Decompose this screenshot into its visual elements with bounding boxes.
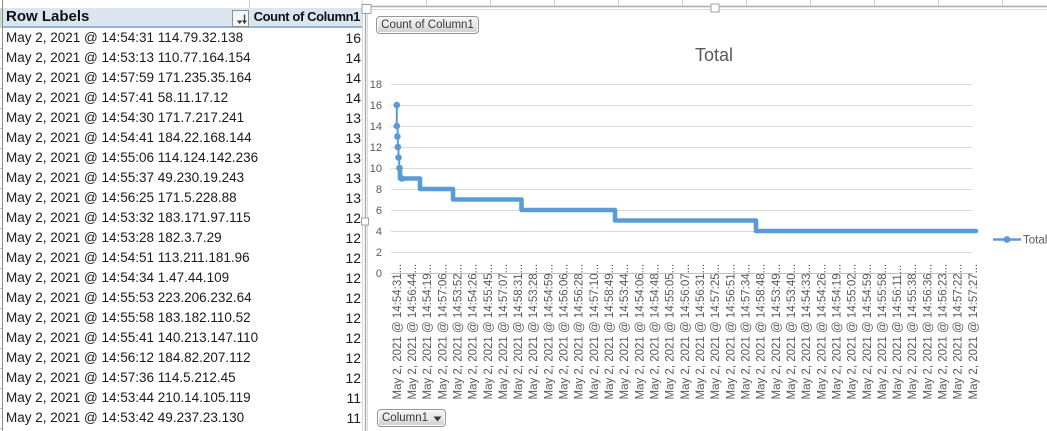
svg-text:May 2, 2021 @ 14:55:38...: May 2, 2021 @ 14:55:38... (907, 264, 919, 400)
svg-text:6: 6 (376, 205, 382, 217)
svg-text:May 2, 2021 @ 14:54:06...: May 2, 2021 @ 14:54:06... (634, 264, 646, 400)
svg-text:May 2, 2021 @ 14:56:28...: May 2, 2021 @ 14:56:28... (574, 264, 586, 400)
svg-text:16: 16 (370, 100, 382, 112)
svg-text:May 2, 2021 @ 14:54:59...: May 2, 2021 @ 14:54:59... (862, 264, 874, 400)
svg-text:May 2, 2021 @ 14:57:34...: May 2, 2021 @ 14:57:34... (741, 264, 753, 400)
svg-text:May 2, 2021 @ 14:57:07...: May 2, 2021 @ 14:57:07... (498, 264, 510, 400)
svg-text:May 2, 2021 @ 14:56:06...: May 2, 2021 @ 14:56:06... (559, 264, 571, 400)
svg-text:12: 12 (370, 142, 382, 154)
svg-text:May 2, 2021 @ 14:56:31...: May 2, 2021 @ 14:56:31... (695, 264, 707, 400)
svg-text:May 2, 2021 @ 14:54:26...: May 2, 2021 @ 14:54:26... (468, 264, 480, 400)
svg-text:Total: Total (1023, 235, 1047, 247)
svg-text:May 2, 2021 @ 14:53:52...: May 2, 2021 @ 14:53:52... (452, 264, 464, 400)
svg-text:Total: Total (695, 45, 733, 65)
svg-text:May 2, 2021 @ 14:54:26...: May 2, 2021 @ 14:54:26... (816, 264, 828, 400)
svg-text:May 2, 2021 @ 14:57:06...: May 2, 2021 @ 14:57:06... (437, 264, 449, 400)
svg-text:May 2, 2021 @ 14:56:07...: May 2, 2021 @ 14:56:07... (680, 264, 692, 400)
svg-text:May 2, 2021 @ 14:55:02...: May 2, 2021 @ 14:55:02... (847, 264, 859, 400)
svg-text:May 2, 2021 @ 14:56:23...: May 2, 2021 @ 14:56:23... (938, 264, 950, 400)
svg-text:14: 14 (370, 121, 382, 133)
svg-text:May 2, 2021 @ 14:53:40...: May 2, 2021 @ 14:53:40... (786, 264, 798, 400)
svg-text:18: 18 (370, 79, 382, 91)
svg-text:May 2, 2021 @ 14:57:10...: May 2, 2021 @ 14:57:10... (589, 264, 601, 400)
svg-text:May 2, 2021 @ 14:58:48...: May 2, 2021 @ 14:58:48... (756, 264, 768, 400)
svg-text:May 2, 2021 @ 14:54:31...: May 2, 2021 @ 14:54:31... (392, 264, 404, 400)
svg-text:May 2, 2021 @ 14:54:19...: May 2, 2021 @ 14:54:19... (831, 264, 843, 400)
svg-text:May 2, 2021 @ 14:58:31...: May 2, 2021 @ 14:58:31... (513, 264, 525, 400)
svg-text:May 2, 2021 @ 14:57:22...: May 2, 2021 @ 14:57:22... (953, 264, 965, 400)
svg-text:May 2, 2021 @ 14:54:33...: May 2, 2021 @ 14:54:33... (801, 264, 813, 400)
svg-text:May 2, 2021 @ 14:53:44...: May 2, 2021 @ 14:53:44... (619, 264, 631, 400)
svg-text:May 2, 2021 @ 14:55:05...: May 2, 2021 @ 14:55:05... (665, 264, 677, 400)
svg-text:0: 0 (376, 268, 382, 280)
svg-text:May 2, 2021 @ 14:54:59...: May 2, 2021 @ 14:54:59... (543, 264, 555, 400)
svg-text:May 2, 2021 @ 14:57:27...: May 2, 2021 @ 14:57:27... (968, 264, 980, 400)
svg-text:May 2, 2021 @ 14:55:58...: May 2, 2021 @ 14:55:58... (877, 264, 889, 400)
svg-text:May 2, 2021 @ 14:55:45...: May 2, 2021 @ 14:55:45... (483, 264, 495, 400)
svg-text:4: 4 (376, 226, 382, 238)
svg-text:May 2, 2021 @ 14:56:44...: May 2, 2021 @ 14:56:44... (407, 264, 419, 400)
svg-text:May 2, 2021 @ 14:53:28...: May 2, 2021 @ 14:53:28... (528, 264, 540, 400)
svg-text:May 2, 2021 @ 14:54:48...: May 2, 2021 @ 14:54:48... (650, 264, 662, 400)
svg-text:May 2, 2021 @ 14:54:19...: May 2, 2021 @ 14:54:19... (422, 264, 434, 400)
svg-text:May 2, 2021 @ 14:56:11...: May 2, 2021 @ 14:56:11... (892, 265, 904, 400)
svg-text:8: 8 (376, 184, 382, 196)
svg-text:May 2, 2021 @ 14:56:36...: May 2, 2021 @ 14:56:36... (922, 264, 934, 400)
svg-text:May 2, 2021 @ 14:53:49...: May 2, 2021 @ 14:53:49... (771, 264, 783, 400)
svg-text:May 2, 2021 @ 14:57:25...: May 2, 2021 @ 14:57:25... (710, 264, 722, 400)
svg-text:2: 2 (376, 247, 382, 259)
svg-text:10: 10 (370, 163, 382, 175)
svg-text:May 2, 2021 @ 14:58:49...: May 2, 2021 @ 14:58:49... (604, 264, 616, 400)
svg-text:May 2, 2021 @ 14:56:51...: May 2, 2021 @ 14:56:51... (725, 264, 737, 400)
